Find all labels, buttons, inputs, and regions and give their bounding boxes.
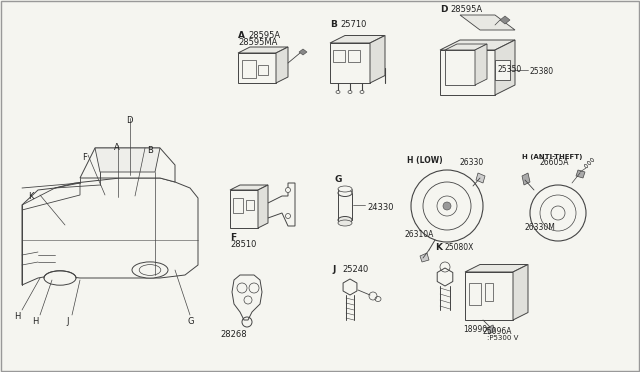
Polygon shape (370, 35, 385, 83)
Text: 25350: 25350 (498, 65, 522, 74)
Bar (333, 50, 345, 62)
Polygon shape (95, 148, 160, 172)
Text: 26310A: 26310A (405, 230, 435, 239)
Text: 28268: 28268 (221, 330, 247, 339)
Text: K: K (435, 243, 442, 252)
Bar (469, 283, 481, 305)
Text: 28510: 28510 (230, 240, 257, 249)
Text: 26605A: 26605A (540, 158, 570, 167)
Polygon shape (445, 50, 475, 85)
Text: A: A (114, 143, 120, 152)
Text: 28595A: 28595A (248, 31, 280, 40)
Polygon shape (440, 50, 495, 95)
Text: H: H (14, 312, 20, 321)
Polygon shape (445, 44, 487, 50)
Polygon shape (440, 40, 515, 50)
Ellipse shape (140, 264, 161, 275)
Ellipse shape (338, 189, 352, 196)
Text: K: K (28, 192, 33, 201)
Text: 25710: 25710 (340, 20, 366, 29)
Text: D: D (440, 5, 447, 14)
Ellipse shape (132, 262, 168, 278)
Ellipse shape (44, 271, 76, 285)
Polygon shape (230, 185, 268, 190)
Bar (495, 60, 510, 80)
Text: 25240: 25240 (342, 265, 368, 274)
Polygon shape (465, 272, 513, 320)
Text: 26330M: 26330M (525, 223, 556, 232)
Text: J: J (66, 317, 68, 326)
Text: G: G (335, 175, 342, 184)
Ellipse shape (360, 90, 364, 93)
Ellipse shape (338, 220, 352, 226)
Polygon shape (80, 148, 175, 182)
Text: F: F (230, 233, 236, 242)
Polygon shape (330, 43, 370, 83)
Polygon shape (238, 53, 276, 83)
Ellipse shape (348, 90, 352, 93)
Polygon shape (476, 173, 485, 183)
Polygon shape (465, 264, 528, 272)
Text: 25096A: 25096A (483, 327, 513, 336)
Bar (485, 283, 493, 301)
Polygon shape (495, 40, 515, 95)
Bar (246, 200, 254, 210)
Text: 25080X: 25080X (445, 243, 474, 252)
Polygon shape (276, 47, 288, 83)
Text: D: D (126, 116, 132, 125)
Text: B: B (147, 146, 153, 155)
Bar (258, 65, 268, 75)
Text: 25380: 25380 (530, 67, 554, 76)
Circle shape (443, 202, 451, 210)
Polygon shape (230, 190, 258, 228)
Text: 18990: 18990 (463, 325, 487, 334)
Polygon shape (22, 178, 198, 285)
Polygon shape (576, 170, 585, 178)
Polygon shape (330, 35, 385, 43)
Polygon shape (238, 47, 288, 53)
Polygon shape (299, 49, 307, 55)
Ellipse shape (285, 214, 291, 218)
Polygon shape (343, 279, 357, 295)
Bar (233, 198, 243, 213)
Text: F: F (82, 153, 87, 162)
Text: B: B (330, 20, 337, 29)
Text: G: G (188, 317, 195, 326)
Polygon shape (513, 264, 528, 320)
Bar (348, 50, 360, 62)
Polygon shape (522, 173, 530, 185)
Polygon shape (460, 15, 515, 30)
Ellipse shape (336, 90, 340, 93)
Bar (242, 60, 256, 78)
Ellipse shape (338, 217, 352, 224)
Polygon shape (437, 268, 452, 286)
Polygon shape (500, 16, 510, 24)
Text: 26330: 26330 (460, 158, 484, 167)
Text: A: A (238, 31, 245, 40)
Text: 28595A: 28595A (450, 5, 482, 14)
Text: :P5300 V: :P5300 V (487, 335, 518, 341)
Ellipse shape (285, 187, 291, 192)
Polygon shape (475, 44, 487, 85)
Text: H (ANTI-THEFT): H (ANTI-THEFT) (522, 154, 582, 160)
Text: H (LOW): H (LOW) (407, 156, 443, 165)
Text: 28595MA: 28595MA (238, 38, 277, 47)
Polygon shape (487, 325, 495, 334)
Polygon shape (420, 253, 429, 262)
Text: 24330: 24330 (367, 203, 394, 212)
Polygon shape (258, 185, 268, 228)
Text: J: J (332, 265, 335, 274)
Ellipse shape (338, 186, 352, 192)
Text: H: H (32, 317, 38, 326)
Polygon shape (232, 275, 262, 320)
